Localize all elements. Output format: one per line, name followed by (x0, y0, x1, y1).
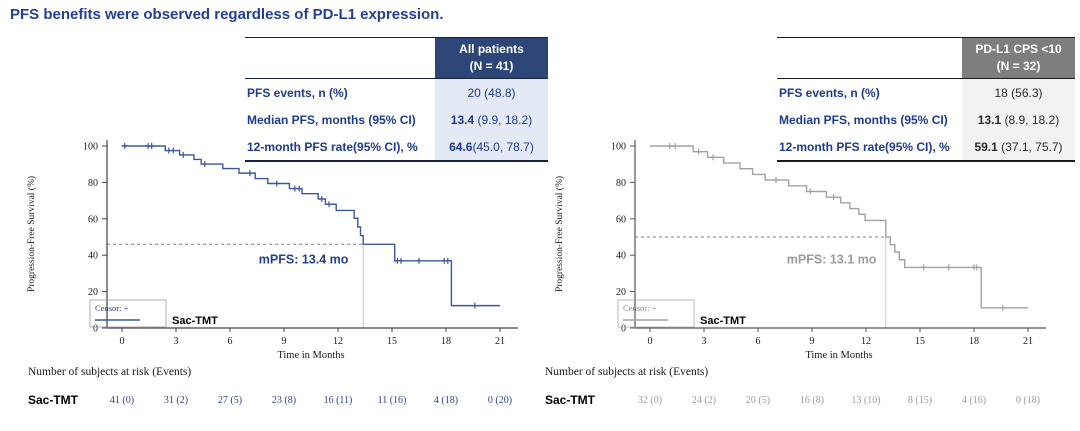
at-risk-value: 13 (10) (851, 395, 881, 406)
at-risk-value: 31 (2) (163, 395, 189, 406)
x-tick-label: 3 (174, 336, 179, 347)
row-label: PFS events, n (%) (247, 85, 348, 100)
x-tick-label: 0 (120, 336, 125, 347)
summary-table-pdl1-cps-lt10: PD-L1 CPS <10 (N = 32) PFS events, n (%)… (777, 37, 1075, 162)
table-row: PFS events, n (%) 20 (48.8) (245, 79, 548, 106)
x-tick-label: 6 (228, 336, 233, 347)
mpfs-annotation: mPFS: 13.4 mo (259, 252, 349, 266)
table-header-row: All patients (N = 41) (245, 38, 548, 79)
legend-censor-label: Censor: + (623, 303, 657, 313)
x-tick-label: 0 (648, 336, 653, 347)
at-risk-value: 24 (2) (691, 395, 717, 406)
row-value: 18 (56.3) (962, 79, 1075, 106)
at-risk-value: 16 (8) (799, 395, 825, 406)
x-tick-label: 6 (756, 336, 761, 347)
y-axis-label: Progression-Free Survival (%) (554, 176, 565, 292)
censor-marks (121, 143, 478, 309)
at-risk-header: Number of subjects at risk (Events) (545, 366, 709, 378)
table-header-cell: All patients (N = 41) (435, 38, 548, 78)
legend-series-label: Sac-TMT (172, 315, 218, 327)
legend-box (89, 299, 167, 328)
table-row: Median PFS, months (95% CI) 13.1 (8.9, 1… (777, 106, 1075, 133)
x-tick-label: 15 (387, 336, 397, 347)
at-risk-value: 11 (16) (377, 395, 407, 406)
table-header-line2: (N = 41) (469, 59, 514, 73)
x-tick-label: 3 (702, 336, 707, 347)
at-risk-value: 41 (0) (109, 395, 135, 406)
at-risk-value: 8 (15) (907, 395, 933, 406)
x-tick-label: 12 (333, 336, 343, 347)
at-risk-value: 23 (8) (271, 395, 297, 406)
at-risk-value: 16 (11) (323, 395, 353, 406)
table-row: Median PFS, months (95% CI) 13.4 (9.9, 1… (245, 106, 548, 133)
row-value: 20 (48.8) (435, 79, 548, 106)
km-curve (650, 145, 1028, 309)
y-tick-label: 100 (83, 142, 98, 153)
at-risk-value: 0 (20) (487, 395, 513, 406)
table-header-line1: All patients (459, 41, 524, 56)
row-label: 12-month PFS rate(95% CI), % (779, 139, 950, 154)
km-chart-all-patients: 0 20 40 60 80 100 0 3 6 9 12 15 18 21 Time in Months Pr… (26, 140, 518, 361)
y-tick-label: 20 (616, 287, 626, 298)
legend-censor-label: Censor: + (95, 303, 129, 313)
at-risk-value: 0 (18) (1015, 395, 1041, 406)
at-risk-value: 4 (18) (433, 395, 459, 406)
y-tick-label: 100 (611, 142, 626, 153)
page-title: PFS benefits were observed regardless of… (10, 6, 444, 23)
row-label: Median PFS, months (95% CI) (247, 112, 416, 127)
mpfs-annotation: mPFS: 13.1 mo (787, 252, 877, 266)
y-tick-label: 60 (616, 214, 626, 225)
at-risk-row-label: Sac-TMT (545, 393, 596, 407)
y-tick-label: 60 (88, 214, 98, 225)
y-axis-label: Progression-Free Survival (%) (26, 176, 37, 292)
row-value: 59.1 (37.1, 75.7) (962, 133, 1075, 160)
table-header-line2: (N = 32) (996, 59, 1041, 73)
legend-box (617, 299, 695, 328)
at-risk-header: Number of subjects at risk (Events) (28, 366, 192, 378)
table-row: 12-month PFS rate(95% CI), % 64.6(45.0, … (245, 133, 548, 160)
table-header-cell: PD-L1 CPS <10 (N = 32) (962, 38, 1075, 78)
table-header-line1: PD-L1 CPS <10 (975, 41, 1062, 56)
legend-series-label: Sac-TMT (700, 315, 746, 327)
at-risk-value: 32 (0) (637, 395, 663, 406)
x-tick-label: 9 (810, 336, 815, 347)
x-tick-label: 15 (915, 336, 925, 347)
summary-table-all-patients: All patients (N = 41) PFS events, n (%) … (245, 37, 548, 162)
km-curve (122, 145, 500, 307)
table-header-row: PD-L1 CPS <10 (N = 32) (777, 38, 1075, 79)
row-value: 13.4 (9.9, 18.2) (435, 106, 548, 133)
x-tick-label: 21 (1023, 336, 1033, 347)
row-value: 13.1 (8.9, 18.2) (962, 106, 1075, 133)
x-tick-label: 18 (441, 336, 451, 347)
censor-marks (666, 143, 1006, 311)
at-risk-row-label: Sac-TMT (28, 393, 79, 407)
at-risk-value: 27 (5) (217, 395, 243, 406)
y-tick-label: 0 (621, 324, 626, 335)
at-risk-value: 20 (5) (745, 395, 771, 406)
y-tick-label: 80 (88, 178, 98, 189)
km-chart-pdl1-cps-lt10: 0 20 40 60 80 100 0 3 6 9 12 15 18 21 Time in Months Pr… (554, 140, 1046, 361)
row-label: 12-month PFS rate(95% CI), % (247, 139, 418, 154)
row-value: 64.6(45.0, 78.7) (435, 133, 548, 160)
y-tick-label: 0 (93, 324, 98, 335)
table-row: PFS events, n (%) 18 (56.3) (777, 79, 1075, 106)
y-tick-label: 40 (616, 251, 626, 262)
at-risk-value: 4 (16) (961, 395, 987, 406)
y-tick-label: 40 (88, 251, 98, 262)
x-tick-label: 21 (495, 336, 505, 347)
x-tick-label: 18 (969, 336, 979, 347)
x-tick-label: 12 (861, 336, 871, 347)
y-tick-label: 20 (88, 287, 98, 298)
x-axis-label: Time in Months (805, 350, 872, 361)
row-label: Median PFS, months (95% CI) (779, 112, 948, 127)
table-row: 12-month PFS rate(95% CI), % 59.1 (37.1,… (777, 133, 1075, 160)
y-tick-label: 80 (616, 178, 626, 189)
x-axis-label: Time in Months (277, 350, 344, 361)
x-tick-label: 9 (282, 336, 287, 347)
row-label: PFS events, n (%) (779, 85, 880, 100)
